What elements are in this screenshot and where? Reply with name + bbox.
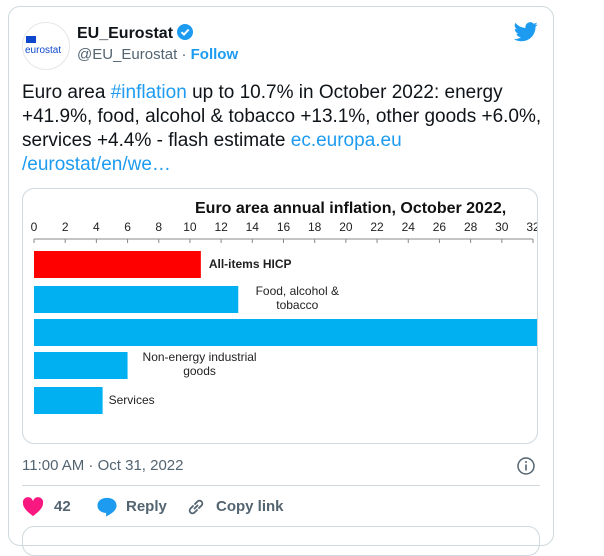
x-tick-label: 4 xyxy=(93,220,100,234)
reply-button[interactable]: Reply xyxy=(126,498,167,515)
follow-button[interactable]: Follow xyxy=(190,46,239,63)
verified-badge xyxy=(177,24,194,40)
bar xyxy=(34,251,201,278)
x-tick-label: 12 xyxy=(214,220,228,234)
author-name[interactable]: EU_Eurostat xyxy=(77,24,194,43)
x-tick-label: 18 xyxy=(308,220,322,234)
x-tick-label: 32 xyxy=(526,220,538,234)
link[interactable]: /eurostat/en/we… xyxy=(22,154,171,175)
x-tick-label: 30 xyxy=(495,220,509,234)
bar xyxy=(34,387,103,414)
category-label: Services xyxy=(108,393,155,407)
tweet-text: Euro area #inflation up to 10.7% in Octo… xyxy=(22,81,542,177)
copy-link-button[interactable]: Copy link xyxy=(216,498,284,515)
x-tick-label: 14 xyxy=(246,220,260,234)
avatar[interactable]: eurostat xyxy=(22,22,70,70)
chart: Euro area annual inflation, October 2022… xyxy=(31,200,538,414)
chart-title: Euro area annual inflation, October 2022… xyxy=(195,200,506,217)
info-icon[interactable] xyxy=(516,456,536,476)
category-label: All-items HICP xyxy=(208,257,292,271)
like-count: 42 xyxy=(54,498,71,515)
category-label: Non-energy industrial goods xyxy=(142,350,257,378)
chart-image[interactable]: Euro area annual inflation, October 2022… xyxy=(22,188,538,444)
timestamp[interactable]: 11:00 AM · Oct 31, 2022 xyxy=(22,457,184,474)
handle-line: @EU_Eurostat · Follow xyxy=(77,46,238,63)
link-icon[interactable] xyxy=(186,497,206,517)
avatar-flag xyxy=(26,36,36,43)
page: eurostat EU_Eurostat @EU_Eurostat · Foll… xyxy=(8,6,554,556)
separator: · xyxy=(181,46,187,63)
link[interactable]: ec.europa.eu xyxy=(290,130,402,151)
x-tick-label: 6 xyxy=(124,220,131,234)
x-tick-label: 24 xyxy=(402,220,416,234)
bar xyxy=(34,352,128,379)
handle: @EU_Eurostat xyxy=(77,46,178,63)
text: up to 10.7% in October 2022: energy +41.… xyxy=(22,82,542,151)
bar xyxy=(34,319,537,346)
bar xyxy=(34,286,239,313)
next-box xyxy=(22,526,540,556)
x-tick-label: 22 xyxy=(370,220,384,234)
x-tick-label: 20 xyxy=(339,220,353,234)
twitter-logo[interactable] xyxy=(514,22,538,42)
author-name-text: EU_Eurostat xyxy=(77,25,174,42)
x-tick-label: 2 xyxy=(62,220,69,234)
x-tick-label: 26 xyxy=(433,220,447,234)
divider xyxy=(22,485,540,486)
text: Euro area xyxy=(22,82,111,103)
x-tick-label: 0 xyxy=(31,220,38,234)
category-label: Food, alcohol & tobacco xyxy=(255,284,339,312)
x-tick-label: 8 xyxy=(155,220,162,234)
reply-icon[interactable] xyxy=(96,497,118,517)
avatar-text: eurostat xyxy=(25,45,62,56)
like-icon[interactable] xyxy=(22,497,44,517)
x-tick-label: 10 xyxy=(183,220,197,234)
x-tick-label: 16 xyxy=(277,220,291,234)
hashtag[interactable]: #inflation xyxy=(110,82,187,103)
x-tick-label: 28 xyxy=(464,220,478,234)
